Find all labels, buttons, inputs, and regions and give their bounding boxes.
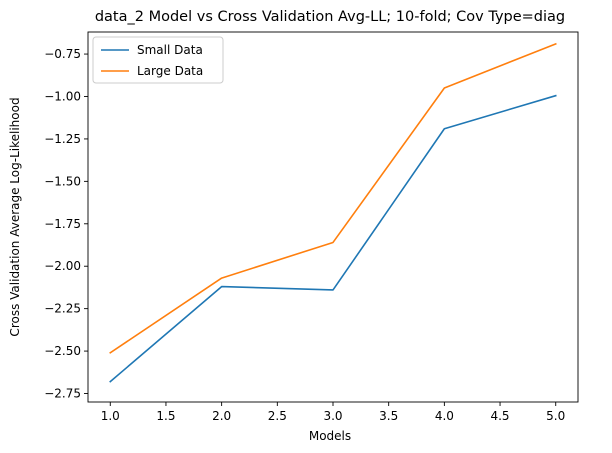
x-tick-label: 3.5 (379, 409, 398, 423)
legend: Small Data Large Data (92, 36, 224, 84)
x-tick-label: 5.0 (546, 409, 565, 423)
y-tick-label: −1.75 (44, 217, 81, 231)
y-tick-label: −1.50 (44, 174, 81, 188)
x-tick-label: 2.0 (212, 409, 231, 423)
x-tick-label: 3.0 (323, 409, 342, 423)
y-tick-label: −0.75 (44, 47, 81, 61)
x-tick-label: 1.5 (156, 409, 175, 423)
y-tick-label: −2.50 (44, 344, 81, 358)
x-axis-label: Models (309, 429, 351, 443)
x-tick-label: 4.5 (490, 409, 509, 423)
series-line-1 (109, 94, 557, 383)
chart-title: data_2 Model vs Cross Validation Avg-LL;… (95, 9, 565, 25)
legend-label: Small Data (137, 43, 203, 57)
legend-label: Large Data (137, 64, 203, 78)
y-tick-label: −2.00 (44, 259, 81, 273)
plot-frame (87, 31, 579, 403)
series-line-2 (109, 42, 557, 354)
y-tick-label: −2.75 (44, 387, 81, 401)
y-tick-label: −2.25 (44, 302, 81, 316)
y-tick-label: −1.00 (44, 89, 81, 103)
plot-area: 1.0 1.5 2.0 2.5 3.0 3.5 4.0 4.5 5.0 −2.75 −2.50 −2.… (44, 31, 579, 423)
y-axis-label: Cross Validation Average Log-Likelihood (8, 97, 22, 336)
y-tick-label: −1.25 (44, 132, 81, 146)
x-tick-label: 4.0 (435, 409, 454, 423)
x-tick-label: 1.0 (101, 409, 120, 423)
x-tick-label: 2.5 (268, 409, 287, 423)
